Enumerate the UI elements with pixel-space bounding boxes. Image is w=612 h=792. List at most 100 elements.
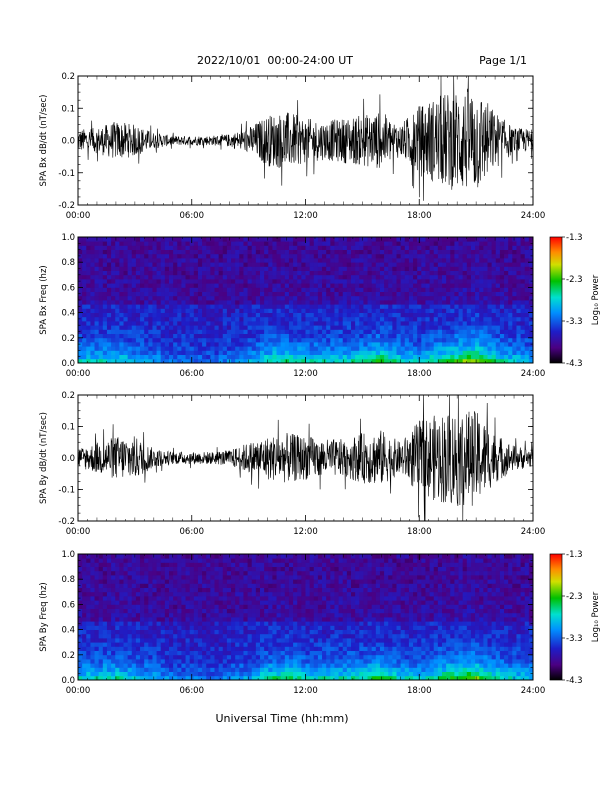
spectrogram-cell [330, 312, 335, 318]
spectrogram-cell [210, 308, 215, 313]
spectrogram-cell [86, 241, 91, 246]
spectrogram-cell [148, 621, 153, 626]
spectrogram-cell [160, 638, 166, 643]
spectrogram-cell [160, 604, 166, 609]
spectrogram-cell [239, 325, 244, 330]
spectrogram-cell [379, 291, 385, 297]
spectrogram-cell [458, 325, 464, 330]
spectrogram-cell [326, 291, 331, 297]
spectrogram-cell [94, 266, 100, 271]
spectrogram-cell [210, 587, 215, 593]
spectrogram-cell [210, 654, 215, 660]
spectrogram-cell [86, 663, 91, 668]
spectrogram-cell [210, 596, 215, 601]
spectrogram-cell [280, 321, 286, 326]
spectrogram-cell [342, 329, 348, 334]
spectrogram-cell [355, 300, 360, 305]
spectrogram-cell [173, 579, 178, 584]
spectrogram-cell [450, 304, 455, 309]
spectrogram-cell [206, 262, 211, 267]
spectrogram-cell [197, 621, 203, 626]
spectrogram-cell [115, 612, 120, 618]
spectrogram-cell [243, 270, 248, 276]
spectrogram-cell [111, 675, 116, 681]
spectrogram-cell [135, 646, 141, 651]
spectrogram-cell [169, 312, 174, 318]
spectrogram-cell [400, 358, 406, 364]
spectrogram-cell [396, 241, 402, 246]
spectrogram-cell [222, 671, 228, 677]
spectrogram-cell [231, 249, 236, 255]
spectrogram-cell [82, 608, 87, 614]
spectrogram-cell [98, 287, 104, 292]
spectrogram-cell [90, 300, 95, 305]
spectrogram-cell [293, 253, 298, 259]
spectrogram-cell [115, 579, 120, 584]
spectrogram-cell [169, 283, 174, 288]
spectrogram-cell [202, 554, 207, 559]
spectrogram-cell [375, 279, 381, 284]
spectrogram-cell [446, 279, 451, 284]
spectrogram-cell [78, 308, 83, 313]
spectrogram-cell [442, 316, 447, 322]
spectrogram-cell [86, 316, 91, 322]
spectrogram-cell [260, 354, 265, 360]
spectrogram-cell [102, 241, 108, 246]
spectrogram-cell [524, 237, 530, 242]
spectrogram-cell [202, 633, 207, 639]
spectrogram-cell [239, 333, 244, 339]
spectrogram-cell [276, 253, 282, 259]
spectrogram-cell [156, 308, 162, 313]
spectrogram-cell [239, 654, 244, 660]
spectrogram-cell [106, 667, 112, 672]
spectrogram-cell [214, 558, 220, 563]
spectrogram-cell [235, 554, 240, 559]
spectrogram-cell [268, 304, 273, 309]
spectrogram-cell [334, 274, 339, 280]
spectrogram-cell [164, 659, 170, 664]
spectrogram-cell [499, 283, 505, 288]
spectrogram-cell [222, 325, 228, 330]
spectrogram-cell [231, 554, 236, 559]
spectrogram-cell [284, 329, 290, 334]
spectrogram-cell [483, 304, 488, 309]
spectrogram-cell [169, 612, 174, 618]
spectrogram-cell [371, 321, 377, 326]
spectrogram-cell [169, 654, 174, 660]
spectrogram-cell [152, 337, 157, 343]
spectrogram-cell [322, 291, 327, 297]
spectrogram-cell [94, 566, 100, 572]
spectrogram-cell [119, 266, 124, 271]
spectrogram-cell [160, 337, 166, 343]
spectrogram-cell [94, 663, 100, 668]
spectrogram-cell [437, 354, 443, 360]
spectrogram-cell [119, 667, 124, 672]
spectrogram-cell [504, 300, 509, 305]
spectrogram-cell [135, 308, 141, 313]
spectrogram-cell [189, 566, 195, 572]
spectrogram-cell [239, 321, 244, 326]
spectrogram-cell [173, 659, 178, 664]
spectrogram-cell [326, 304, 331, 309]
spectrogram-cell [305, 325, 311, 330]
spectrogram-cell [433, 316, 439, 322]
spectrogram-cell [421, 241, 426, 246]
spectrogram-cell [446, 274, 451, 280]
spectrogram-cell [239, 675, 244, 681]
spectrogram-cell [156, 266, 162, 271]
spectrogram-cell [429, 354, 435, 360]
spectrogram-cell [181, 633, 186, 639]
spectrogram-cell [164, 596, 170, 601]
spectrogram-cell [185, 566, 191, 572]
spectrogram-cell [388, 283, 393, 288]
spectrogram-cell [115, 558, 120, 563]
spectrogram-cell [135, 671, 141, 677]
spectrogram-cell [135, 638, 141, 643]
spectrogram-cell [413, 245, 418, 250]
spectrogram-cell [214, 337, 220, 343]
spectrogram-cell [470, 333, 476, 339]
spectrogram-cell [135, 583, 141, 588]
spectrogram-cell [330, 262, 335, 267]
spectrogram-cell [255, 316, 261, 322]
spectrogram-cell [309, 342, 315, 347]
